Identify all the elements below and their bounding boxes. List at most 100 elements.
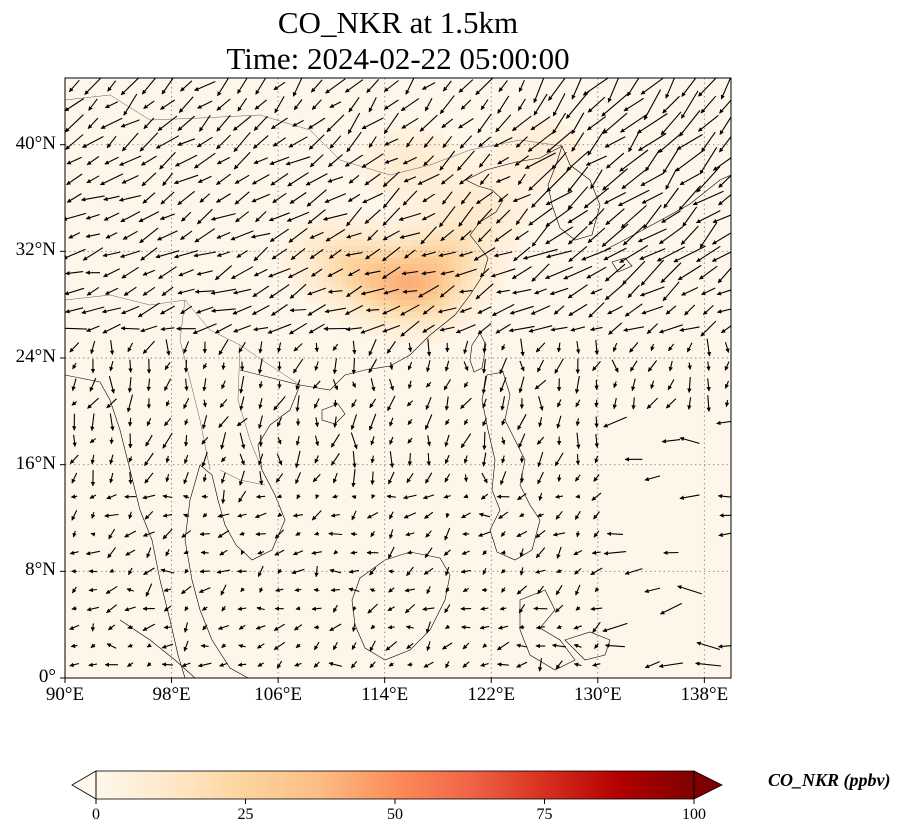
wind-arrow [501, 455, 506, 464]
wind-arrow [106, 398, 117, 409]
wind-arrow [566, 150, 590, 171]
wind-arrow [106, 135, 117, 149]
wind-arrow [68, 79, 80, 93]
wind-arrow [69, 550, 79, 555]
wind-arrow [267, 323, 292, 334]
wind-arrow [460, 433, 472, 449]
wind-arrow [173, 174, 199, 185]
wind-arrow [255, 211, 267, 223]
wind-arrow [128, 567, 133, 576]
wind-arrow [552, 532, 566, 537]
wind-arrow [682, 206, 698, 227]
wind-arrow [402, 289, 418, 294]
wind-arrow [696, 245, 721, 263]
wind-arrow [612, 342, 618, 353]
wind-arrow [706, 395, 711, 412]
wind-arrow [269, 284, 290, 299]
wind-arrow [197, 100, 213, 109]
wind-arrow [495, 175, 511, 183]
wind-arrow [287, 172, 309, 187]
wind-arrow [551, 151, 567, 170]
wind-arrow [462, 642, 470, 650]
wind-arrow [604, 263, 626, 282]
wind-arrow [516, 643, 528, 648]
wind-arrow [369, 640, 376, 652]
wind-arrow [220, 432, 227, 450]
wind-arrow [444, 527, 451, 541]
wind-arrow [546, 130, 572, 154]
wind-arrow [482, 643, 488, 648]
wind-arrow [656, 246, 686, 262]
wind-arrow [328, 531, 343, 536]
wind-arrow [443, 549, 451, 556]
wind-arrow [82, 247, 104, 261]
wind-arrow [522, 248, 558, 260]
wind-arrow [535, 529, 546, 539]
wind-arrow [619, 149, 649, 172]
wind-arrow [555, 510, 563, 520]
wind-arrow [293, 343, 303, 352]
wind-arrow [121, 305, 140, 315]
wind-vectors [65, 78, 731, 672]
wind-arrow [382, 207, 401, 226]
wind-arrow [368, 338, 377, 356]
wind-arrow [549, 287, 569, 296]
wind-arrow [663, 187, 679, 209]
wind-arrow [351, 642, 357, 650]
wind-arrow [368, 359, 377, 374]
wind-arrow [142, 531, 155, 537]
wind-arrow [216, 569, 231, 575]
wind-arrow [107, 547, 117, 559]
wind-arrow [348, 96, 360, 113]
wind-arrow [333, 549, 339, 555]
wind-arrow [330, 513, 340, 518]
wind-arrow [406, 472, 414, 484]
wind-arrow [456, 150, 475, 171]
wind-arrow [257, 662, 264, 667]
wind-arrow [716, 289, 731, 296]
wind-arrow [251, 174, 270, 185]
wind-arrow [139, 227, 159, 244]
lon-tick-label: 106°E [254, 684, 302, 705]
wind-arrow [71, 472, 78, 484]
wind-arrow [462, 661, 470, 668]
wind-arrow [254, 99, 267, 110]
wind-arrow [157, 230, 178, 241]
wind-arrow [369, 398, 377, 409]
wind-arrow [463, 494, 469, 499]
wind-arrow [592, 662, 601, 667]
wind-arrow [295, 643, 301, 649]
wind-arrow [665, 78, 676, 99]
wind-arrow [556, 415, 562, 429]
wind-arrow [568, 226, 588, 245]
wind-arrow [404, 249, 416, 259]
wind-arrow [307, 209, 326, 225]
wind-arrow [142, 192, 156, 204]
wind-arrow [405, 625, 414, 630]
wind-arrow [184, 606, 189, 612]
wind-arrow [350, 531, 358, 537]
lat-tick-label: 0° [38, 666, 56, 687]
wind-arrow [591, 492, 602, 501]
wind-arrow [370, 455, 375, 464]
wind-arrow [66, 193, 82, 203]
wind-arrow [368, 413, 377, 431]
wind-arrow [480, 662, 489, 667]
wind-arrow [295, 472, 302, 485]
plot-title: CO_NKR at 1.5km [277, 5, 519, 40]
lon-tick-label: 130°E [573, 684, 622, 705]
wind-arrow [575, 453, 581, 466]
wind-arrow [220, 472, 226, 484]
wind-arrow [311, 510, 322, 521]
wind-arrow [555, 660, 563, 670]
wind-arrow [68, 232, 81, 239]
wind-arrow [275, 587, 284, 593]
wind-arrow [402, 156, 417, 165]
wind-arrow [497, 95, 510, 114]
wind-arrow [288, 136, 308, 148]
wind-arrow [696, 166, 721, 193]
colorbar-extend-min [71, 770, 97, 800]
wind-arrow [556, 624, 562, 629]
wind-arrow [102, 251, 121, 258]
colorbar [71, 770, 723, 804]
